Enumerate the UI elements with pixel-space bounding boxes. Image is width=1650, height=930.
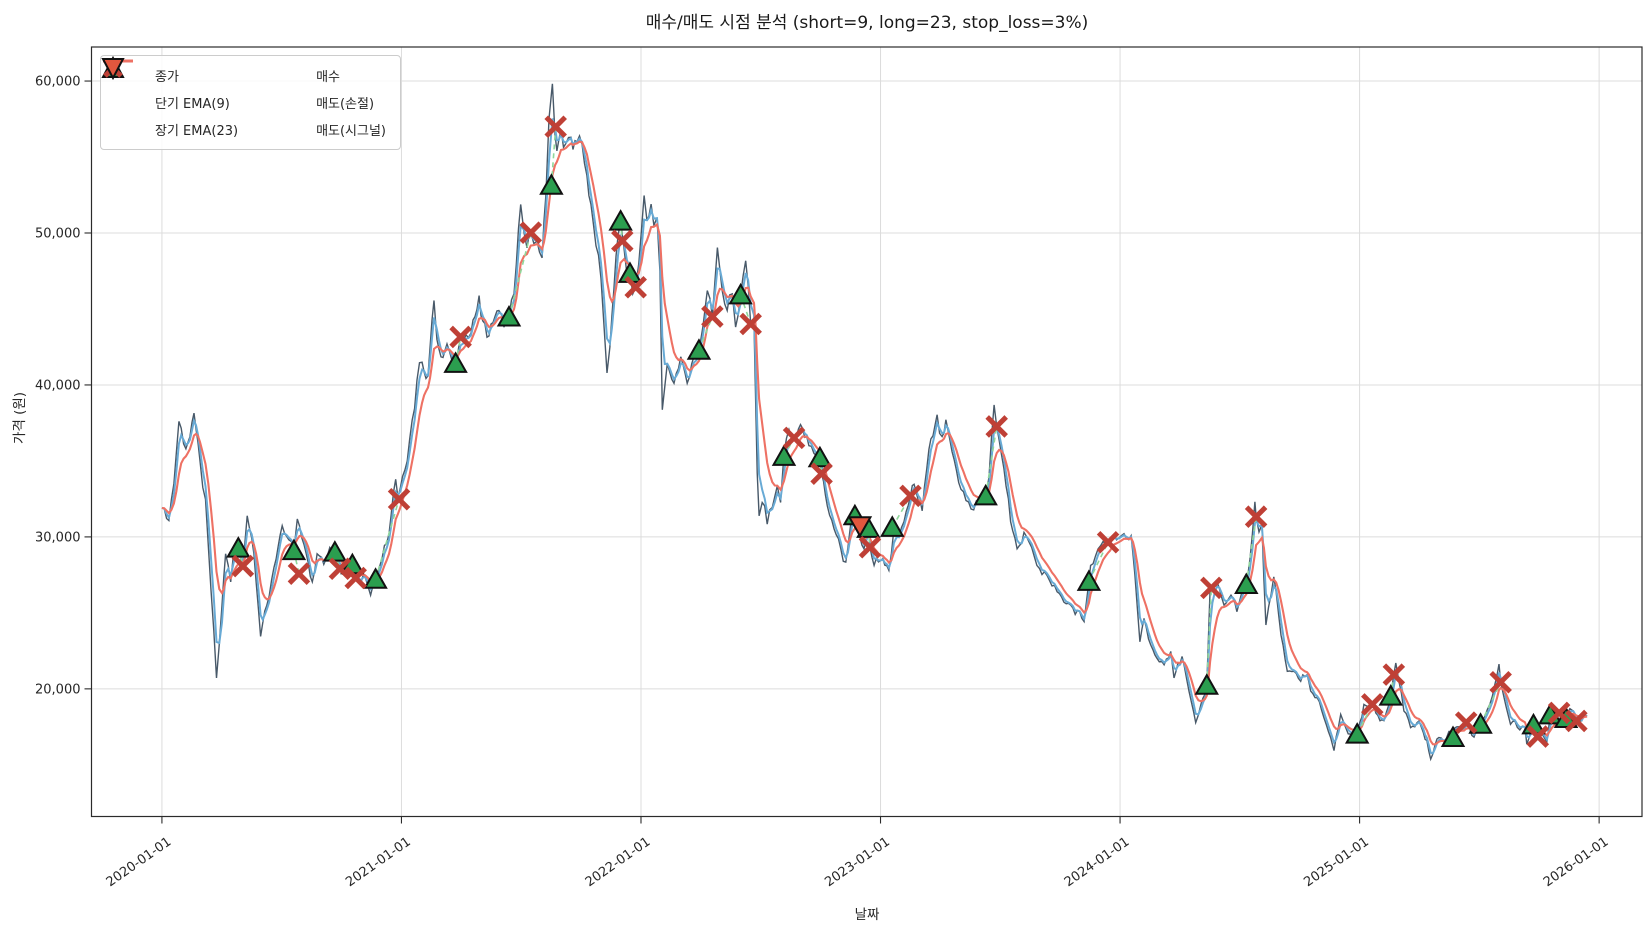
trade-connector (374, 498, 400, 580)
buy-marker (1378, 684, 1403, 706)
buy-marker (443, 351, 468, 373)
sell-stop-marker (1244, 505, 1268, 528)
legend-item-ema-long: 장기 EMA(23) (103, 59, 239, 139)
buy-marker (807, 445, 833, 468)
sell-stop-marker (624, 275, 647, 299)
buy-marker (363, 567, 388, 589)
x-tick-label: 2020-01-01 (104, 834, 175, 890)
sell-stop-marker (985, 415, 1008, 438)
sell-stop-marker (1526, 725, 1550, 748)
legend-item-sell-signal: 매도(시그널) (101, 58, 386, 143)
buy-marker (1440, 725, 1466, 747)
buy-marker (771, 444, 797, 466)
legend-item-buy: 매수 (101, 56, 386, 89)
y-tick-label: 30,000 (35, 530, 81, 545)
plot-border (90, 46, 1643, 818)
chart-title: 매수/매도 시점 분석 (short=9, long=23, stop_loss… (645, 13, 1089, 33)
sell-stop-marker (1382, 663, 1406, 686)
sell-stop-marker (1361, 693, 1384, 716)
sell-signal-marker (847, 516, 873, 538)
sell-stop-marker (519, 221, 543, 244)
sell-stop-marker (1096, 530, 1120, 554)
sell-stop-marker (344, 566, 367, 590)
trade-connector (1205, 587, 1213, 686)
sell-stop-marker (449, 325, 472, 349)
sell-stop-marker (899, 484, 922, 508)
y-tick-label: 40,000 (35, 378, 81, 393)
buy-marker (608, 209, 633, 231)
legend-item-sell-stop: 매도(손절) (103, 58, 386, 116)
buy-marker (281, 538, 307, 561)
legend-item-ema-short: 단기 EMA(9) (103, 59, 230, 112)
sell-stop-marker (1565, 709, 1588, 733)
legend: 종가 단기 EMA(9) 장기 EMA(23) 매수 (100, 55, 402, 150)
buy-marker (226, 536, 251, 558)
sell-stop-marker (287, 562, 311, 585)
trade-connector (1245, 516, 1257, 585)
buy-marker (880, 515, 905, 537)
y-tick-label: 20,000 (35, 682, 81, 697)
buy-marker (322, 540, 348, 562)
y-tick-label: 50,000 (35, 226, 81, 241)
x-tick-label: 2021-01-01 (343, 834, 414, 890)
sell-stop-marker (231, 554, 255, 578)
sell-stop-marker (1200, 576, 1223, 600)
sell-stop-marker (858, 535, 882, 559)
sell-stop-marker (544, 115, 567, 139)
sell-stop-marker (1454, 711, 1478, 734)
buy-marker (1194, 673, 1219, 695)
buy-marker (1468, 712, 1493, 734)
x-tick-label: 2023-01-01 (822, 834, 893, 890)
x-tick-label: 2024-01-01 (1062, 834, 1133, 890)
buy-marker (539, 173, 564, 195)
sell-stop-marker (701, 305, 724, 328)
trade-connector (984, 426, 998, 497)
buy-marker (1344, 722, 1370, 744)
ema-long-line (161, 140, 1588, 746)
buy-marker (1076, 569, 1102, 591)
sell-stop-marker (782, 426, 806, 450)
sell-stop-marker (739, 312, 762, 336)
buy-marker (1234, 572, 1259, 595)
trade-connector (1479, 681, 1502, 725)
x-tick-label: 2022-01-01 (583, 834, 654, 890)
x-tick-label: 2025-01-01 (1301, 834, 1372, 890)
buy-marker (973, 483, 998, 506)
y-tick-label: 60,000 (35, 75, 81, 90)
close-price-line (161, 83, 1588, 762)
sell-stop-marker (611, 229, 634, 253)
x-tick-label: 2026-01-01 (1541, 834, 1612, 890)
sell-stop-marker (1547, 701, 1571, 725)
trade-connector (508, 232, 532, 318)
ema-short-line (161, 118, 1588, 755)
x-axis-label: 날짜 (854, 907, 880, 923)
legend-item-close: 종가 (103, 59, 179, 85)
buy-marker (728, 282, 753, 305)
buy-marker (496, 304, 522, 327)
sell-stop-marker (1489, 670, 1512, 694)
sell-stop-marker (810, 462, 833, 485)
sell-stop-marker (328, 557, 352, 581)
buy-marker (686, 338, 712, 360)
sell-stop-marker (387, 487, 411, 511)
